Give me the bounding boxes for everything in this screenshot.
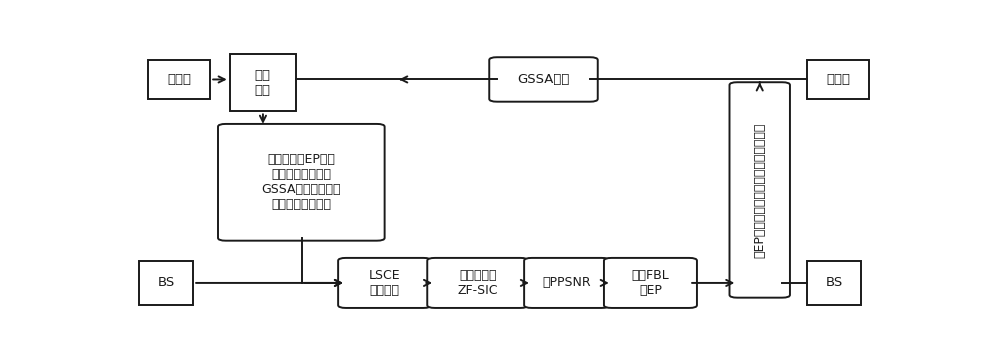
Text: BS: BS	[157, 277, 175, 290]
FancyBboxPatch shape	[230, 55, 296, 112]
Text: 求PPSNR: 求PPSNR	[542, 277, 591, 290]
Text: 发送端: 发送端	[826, 73, 850, 86]
FancyBboxPatch shape	[148, 60, 210, 99]
FancyBboxPatch shape	[489, 57, 598, 102]
Text: 根据反馈的EP和当
前发送功率，基于
GSSA算法搜索最优
发送功率分配方案: 根据反馈的EP和当 前发送功率，基于 GSSA算法搜索最优 发送功率分配方案	[262, 153, 341, 211]
FancyBboxPatch shape	[604, 258, 697, 308]
FancyBboxPatch shape	[807, 60, 869, 99]
Text: 根据FBL
求EP: 根据FBL 求EP	[632, 269, 669, 297]
FancyBboxPatch shape	[218, 124, 385, 241]
Text: 将EP和发送功率反馈给用户的发送系统: 将EP和发送功率反馈给用户的发送系统	[753, 122, 766, 258]
FancyBboxPatch shape	[524, 258, 609, 308]
FancyBboxPatch shape	[730, 82, 790, 298]
FancyBboxPatch shape	[427, 258, 528, 308]
FancyBboxPatch shape	[338, 258, 431, 308]
Text: 用户
分组: 用户 分组	[255, 69, 271, 97]
Text: 多用户检测
ZF-SIC: 多用户检测 ZF-SIC	[457, 269, 498, 297]
Text: LSCE
信道估计: LSCE 信道估计	[369, 269, 400, 297]
Text: 发送端: 发送端	[167, 73, 191, 86]
FancyBboxPatch shape	[807, 261, 861, 305]
FancyBboxPatch shape	[139, 261, 193, 305]
Text: BS: BS	[826, 277, 843, 290]
Text: GSSA算法: GSSA算法	[517, 73, 570, 86]
